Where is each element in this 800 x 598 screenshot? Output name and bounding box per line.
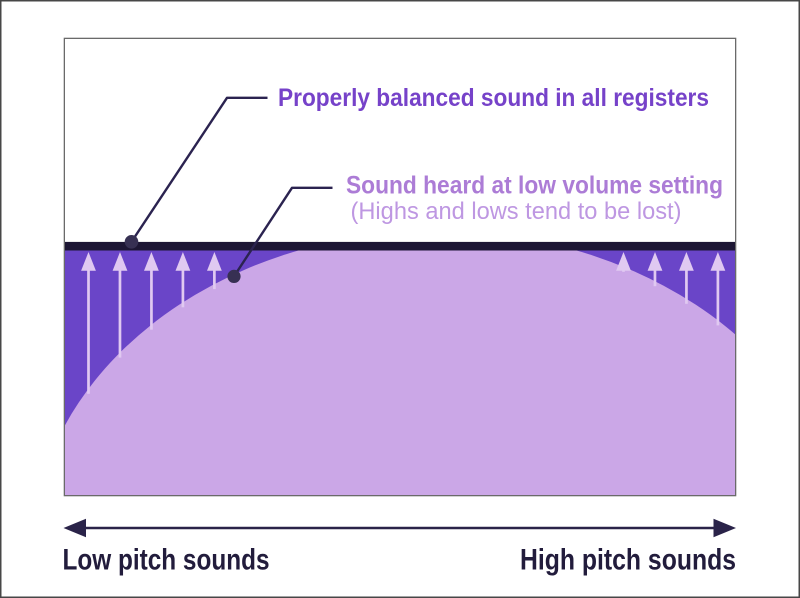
svg-text:Low pitch sounds: Low pitch sounds	[63, 544, 270, 577]
svg-text:(Highs and lows tend to be los: (Highs and lows tend to be lost)	[351, 198, 682, 225]
svg-text:High pitch sounds: High pitch sounds	[520, 544, 736, 577]
svg-text:Sound heard at low volume sett: Sound heard at low volume setting	[346, 171, 723, 199]
svg-text:Properly balanced sound in all: Properly balanced sound in all registers	[278, 84, 709, 112]
